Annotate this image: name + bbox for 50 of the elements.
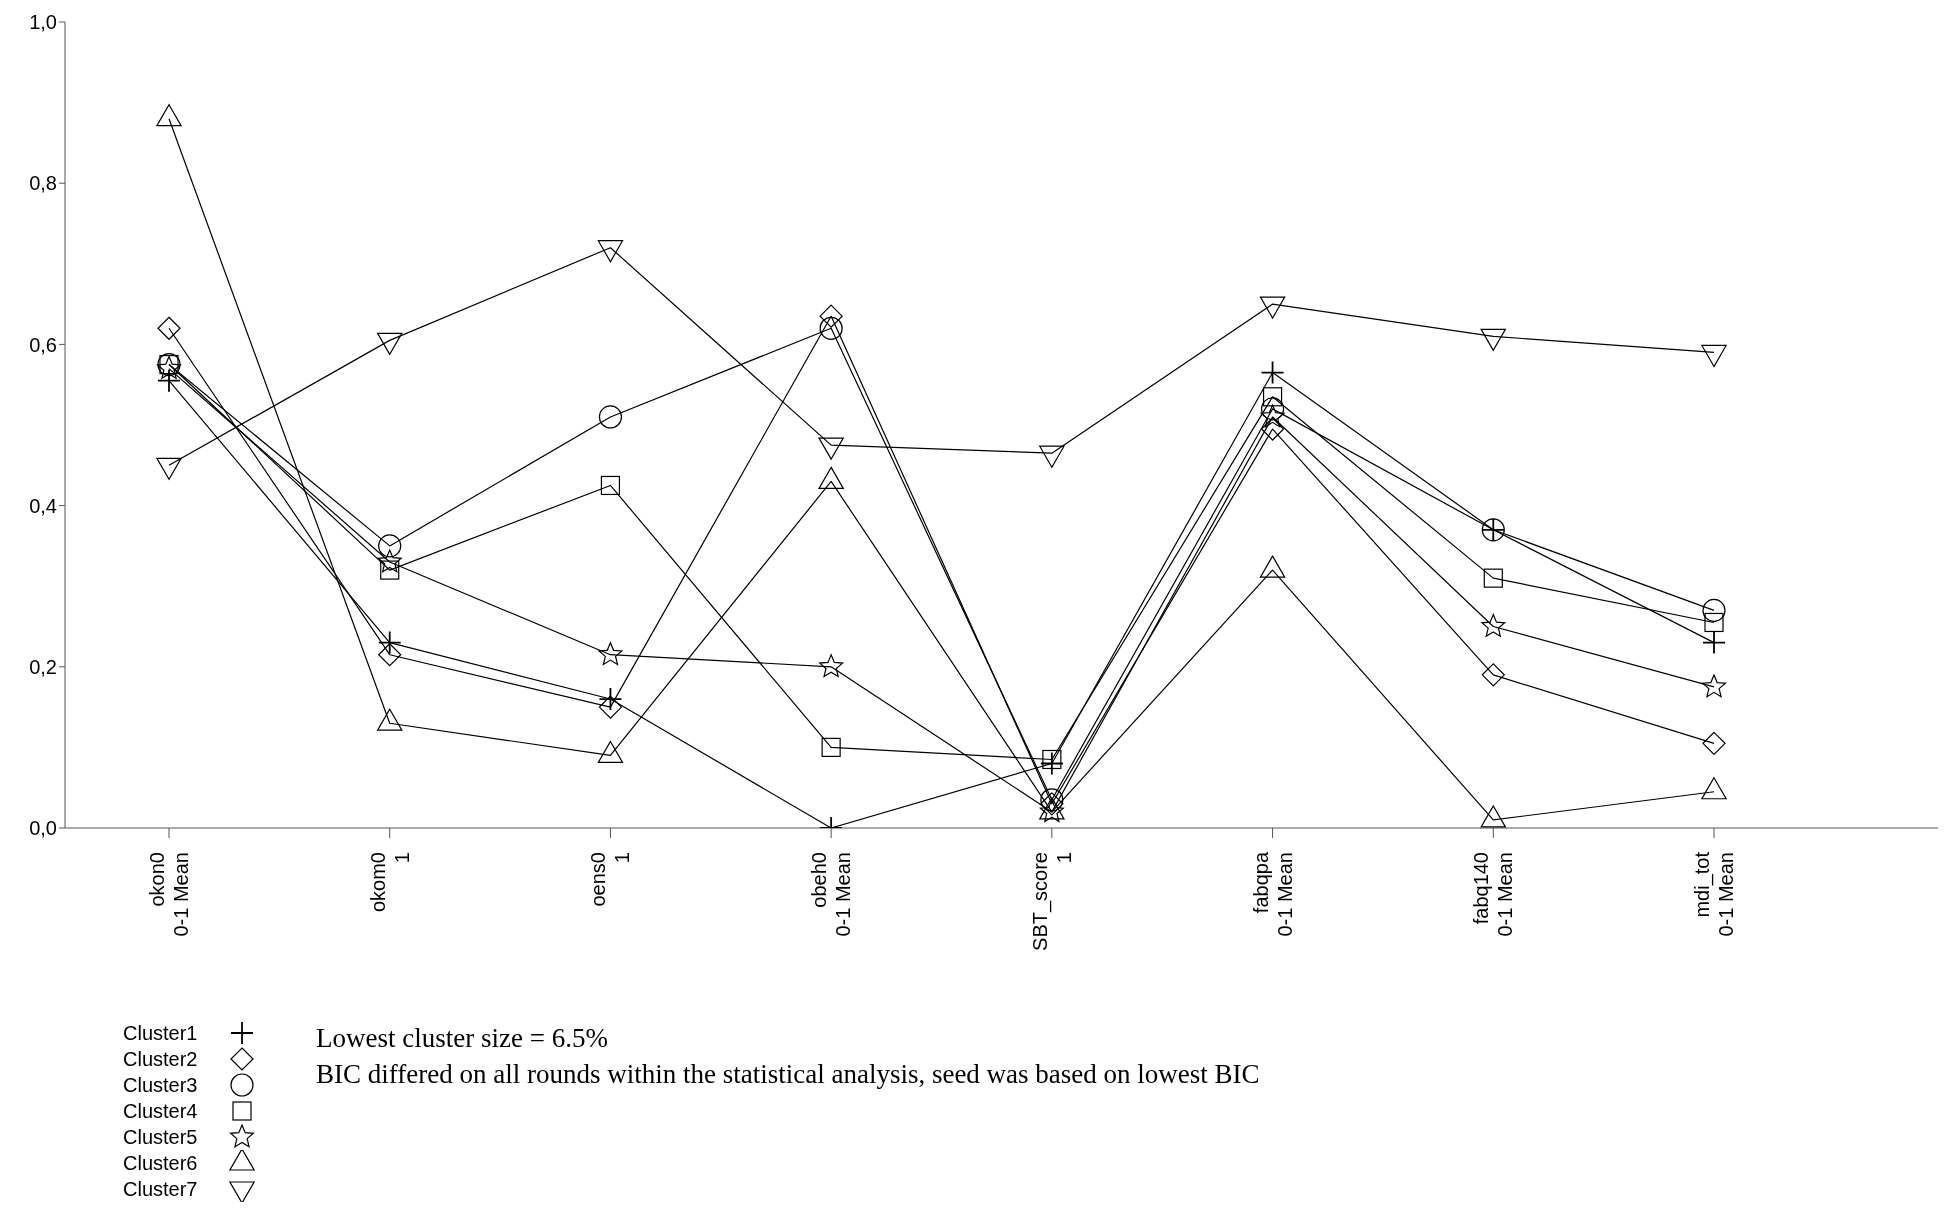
point [378,631,401,654]
x-tick-label: fabq140 0-1 Mean [1470,852,1517,937]
legend-label: Cluster2 [123,1047,199,1071]
point [378,534,402,558]
x-tick-label: mdi_tot 0-1 Mean [1691,851,1737,937]
x-tick-label: SBT_score 1 [1028,852,1075,951]
point [598,642,623,666]
point [1701,674,1727,698]
point [819,316,843,340]
point [819,304,843,328]
point [1702,598,1726,622]
text: BIC differed on all rounds within the statistical analysis, seed was based on lowest BIC [316,1058,1260,1091]
point [600,475,621,496]
y-tick-label: 0,2 [29,655,57,678]
legend-label: Cluster4 [123,1099,199,1123]
point [377,549,402,573]
text: Lowest cluster size = 6.5% [316,1022,609,1055]
point [1704,612,1724,633]
legend-label: Cluster1 [123,1021,199,1045]
point [1260,397,1285,421]
point [1481,613,1506,637]
point [1260,417,1285,441]
x-tick-label: okom0 1 [366,852,413,913]
y-tick-label: 0,6 [29,333,57,356]
point [598,695,623,719]
point [1042,749,1062,770]
legend-label: Cluster7 [123,1177,199,1201]
point [1702,731,1726,755]
legend-label: Cluster5 [123,1125,199,1149]
point [1262,387,1283,407]
point [598,405,623,429]
legend-label: Cluster3 [123,1073,199,1097]
point [157,316,181,340]
y-tick-label: 1,0 [29,11,57,34]
point [821,737,841,757]
x-tick-label: obeh0 0-1 Mean [808,852,855,937]
point [819,654,844,678]
x-tick-label: okon0 0-1 Mean [146,852,192,937]
x-tick-label: fabqpa 0-1 Mean [1249,851,1296,937]
point [1260,404,1285,428]
x-tick-label: oens0 1 [587,852,634,907]
point [1703,631,1725,654]
y-tick-label: 0,4 [29,494,57,517]
y-tick-label: 0,0 [29,817,57,840]
legend-label: Cluster6 [123,1151,199,1175]
point [1483,568,1503,588]
point [378,643,402,667]
point [1481,663,1505,687]
y-tick-label: 0,8 [29,172,57,195]
point [158,369,180,392]
